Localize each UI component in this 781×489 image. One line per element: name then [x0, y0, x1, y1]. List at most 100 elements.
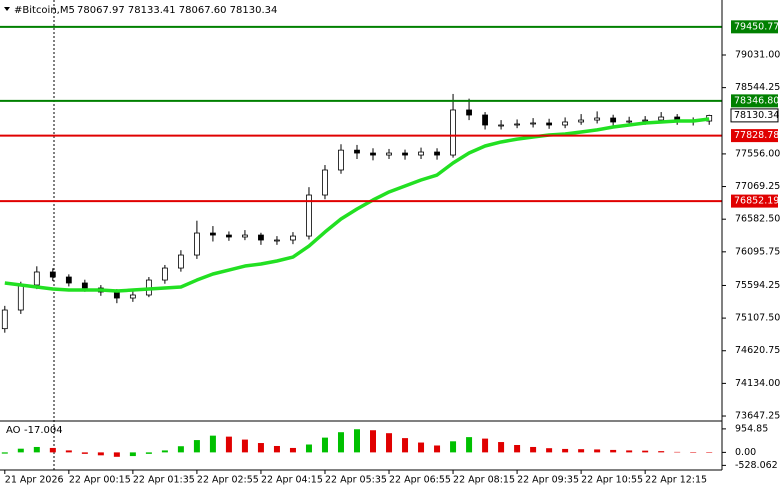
- candle-body: [242, 234, 248, 238]
- level-label-box: [731, 194, 778, 208]
- ao-bar: [562, 448, 569, 453]
- y-tick-label: 77556.00: [735, 148, 780, 159]
- ao-bar: [450, 441, 457, 453]
- y-tick-label: 76582.50: [735, 214, 780, 225]
- candle-body: [17, 284, 24, 311]
- candle-body: [129, 294, 136, 299]
- candle-body: [402, 152, 408, 156]
- ao-bar: [129, 452, 136, 457]
- x-tick-label: 22 Apr 00:15: [69, 475, 131, 486]
- candle-body: [626, 120, 633, 123]
- ao-bar: [241, 439, 248, 453]
- candle-body: [258, 234, 264, 241]
- candle-body: [65, 276, 72, 284]
- ao-bar: [498, 442, 505, 453]
- menu-arrow: [4, 7, 10, 11]
- ao-bar: [353, 429, 360, 453]
- candle-body: [322, 169, 328, 196]
- candle-body: [450, 109, 456, 156]
- ao-bar: [706, 452, 713, 453]
- candle-body: [49, 271, 56, 278]
- ao-bar: [145, 452, 152, 454]
- ao-bar: [514, 444, 521, 453]
- last-price-label: 78130.34: [734, 110, 779, 121]
- x-tick-label: 22 Apr 01:35: [133, 475, 195, 486]
- candle-body: [418, 151, 424, 156]
- ao-bar: [33, 446, 40, 453]
- candle-body: [610, 117, 617, 123]
- ao-bar: [49, 447, 56, 453]
- candle-body: [226, 234, 232, 238]
- x-tick-label: 22 Apr 08:15: [453, 475, 515, 486]
- ao-bar: [65, 450, 72, 453]
- ao-bar: [530, 446, 537, 453]
- ao-bar: [594, 449, 601, 453]
- ao-bar: [386, 433, 393, 453]
- candle-body: [306, 194, 312, 237]
- candle-body: [274, 239, 280, 242]
- ao-bar: [674, 451, 681, 453]
- ao-bar: [305, 444, 312, 453]
- candle-body: [594, 117, 601, 121]
- candle-body: [498, 124, 504, 127]
- level-label-box: [731, 129, 778, 143]
- moving-average: [4, 117, 710, 293]
- candle-body: [386, 152, 392, 156]
- ao-bar: [418, 442, 425, 453]
- ao-value: -17.004: [24, 425, 63, 436]
- ao-bar: [209, 435, 216, 453]
- y-tick-label: 0.00: [735, 447, 756, 458]
- y-tick-label: 73647.25: [735, 411, 780, 422]
- y-tick-label: 78544.25: [735, 82, 780, 93]
- y-tick-label: 75107.50: [735, 313, 780, 324]
- candle-body: [338, 149, 344, 171]
- candle-body: [530, 122, 536, 125]
- y-tick-label: 77069.25: [735, 181, 780, 192]
- ao-bar: [177, 446, 184, 453]
- x-tick-label: 22 Apr 05:35: [325, 475, 387, 486]
- candle-body: [161, 267, 168, 281]
- ao-bar: [1, 452, 8, 454]
- ao-bar: [289, 447, 296, 453]
- candle-body: [434, 151, 440, 156]
- candle-body: [514, 123, 520, 126]
- ao-bar: [482, 438, 489, 453]
- ao-bar: [466, 437, 473, 453]
- candle-body: [210, 232, 216, 236]
- y-tick-label: 954.85: [735, 423, 768, 434]
- x-tick-label: 22 Apr 12:15: [645, 475, 707, 486]
- level-label: 78346.80: [734, 95, 779, 106]
- candle-body: [81, 282, 88, 289]
- ao-bar: [193, 440, 200, 453]
- x-tick-label: 22 Apr 10:55: [581, 475, 643, 486]
- candle-body: [33, 271, 40, 286]
- y-tick-label: -528.062: [735, 460, 778, 471]
- candle-body: [290, 235, 296, 241]
- level-label: 79450.77: [734, 21, 779, 32]
- level-label-box: [731, 20, 778, 34]
- ao-bar: [626, 450, 633, 453]
- ao-bar: [225, 436, 232, 453]
- ao-bar: [578, 449, 585, 453]
- ao-bar: [642, 450, 649, 453]
- x-tick-label: 22 Apr 04:15: [261, 475, 323, 486]
- ao-bar: [610, 449, 617, 453]
- ao-bar: [434, 445, 441, 453]
- level-label: 77828.78: [734, 130, 779, 141]
- candle-body: [482, 114, 488, 126]
- ao-bar: [690, 452, 697, 453]
- y-tick-label: 76095.75: [735, 246, 780, 257]
- ao-bar: [257, 443, 264, 453]
- level-label-box: [731, 94, 778, 108]
- candle-body: [642, 119, 649, 122]
- candle-body: [466, 109, 472, 116]
- candle-body: [113, 291, 120, 299]
- ao-title: AO: [6, 425, 21, 436]
- x-tick-label: 21 Apr 2026: [5, 475, 64, 486]
- plot: [0, 25, 722, 457]
- candle-body: [178, 254, 184, 269]
- candle-body: [562, 121, 569, 126]
